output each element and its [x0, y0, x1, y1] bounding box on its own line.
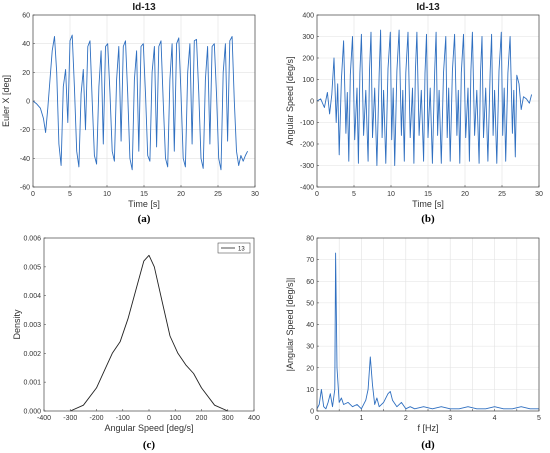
x-tick-label: 25	[498, 191, 506, 198]
y-axis-label: Euler X [deg]	[1, 75, 11, 127]
x-axis-label: Time [s]	[128, 199, 160, 209]
series-line-a-0	[32, 34, 249, 171]
y-tick-label: 400	[302, 13, 314, 20]
plot-area	[44, 238, 254, 411]
x-tick-label: 200	[196, 415, 208, 422]
x-tick-label: 25	[214, 191, 222, 198]
y-tick-label: 0	[310, 99, 314, 106]
x-tick-label: 1	[359, 415, 363, 422]
x-tick-label: 20	[461, 191, 469, 198]
x-axis-label: Time [s]	[412, 199, 444, 209]
axes-box	[43, 237, 255, 412]
series-line-d-0	[316, 252, 539, 410]
y-tick-label: 0.004	[23, 293, 41, 300]
x-tick-label: 300	[222, 415, 234, 422]
x-tick-label: 15	[140, 191, 148, 198]
x-tick-label: 30	[251, 191, 259, 198]
y-tick-label: 30	[306, 344, 314, 351]
x-tick-label: 10	[387, 191, 395, 198]
y-tick-label: 100	[302, 77, 314, 84]
x-tick-label: 5	[352, 191, 356, 198]
y-tick-label: 40	[22, 41, 30, 48]
x-tick-label: -400	[37, 415, 51, 422]
y-tick-label: 20	[22, 70, 30, 77]
x-tick-label: 0	[31, 191, 35, 198]
x-tick-label: 30	[535, 191, 543, 198]
x-axis-label: Angular Speed [deg/s]	[104, 423, 193, 433]
y-tick-label: 40	[306, 322, 314, 329]
x-tick-label: 5	[537, 415, 541, 422]
panel-label: (d)	[421, 439, 435, 451]
y-tick-label: 0.005	[23, 264, 41, 271]
y-axis-label: |Angular Speed [deg/s]|	[285, 278, 295, 372]
x-tick-label: 400	[248, 415, 260, 422]
x-tick-label: 3	[448, 415, 452, 422]
y-tick-label: 0	[310, 409, 314, 416]
panel-label: (a)	[138, 213, 151, 225]
panel-label: (c)	[143, 439, 156, 451]
y-axis-label: Density	[12, 309, 22, 340]
y-tick-label: 80	[306, 236, 314, 243]
series-line-b-0	[316, 29, 533, 166]
y-tick-label: -20	[20, 127, 30, 134]
x-axis-label: f [Hz]	[417, 423, 438, 433]
panel-label: (b)	[421, 213, 435, 225]
y-tick-label: 60	[306, 279, 314, 286]
x-tick-label: 0	[315, 191, 319, 198]
chart-b: 0 5 10 15 20 25 30 -400 -300 -200 -100 0 100 200 300 40…	[285, 2, 543, 225]
y-tick-label: -200	[300, 142, 314, 149]
y-tick-label: -60	[20, 185, 30, 192]
x-tick-label: 10	[103, 191, 111, 198]
y-tick-label: 50	[306, 300, 314, 307]
y-tick-label: 0.002	[23, 351, 41, 358]
series-line-c-0	[70, 254, 228, 412]
y-tick-label: 70	[306, 257, 314, 264]
y-tick-label: 0.006	[23, 236, 41, 243]
y-tick-label: 0.001	[23, 380, 41, 387]
y-tick-label: 20	[306, 365, 314, 372]
y-tick-label: -400	[300, 185, 314, 192]
chart-title: Id-13	[132, 2, 156, 13]
x-tick-label: 5	[68, 191, 72, 198]
x-tick-label: 20	[177, 191, 185, 198]
y-tick-label: 300	[302, 34, 314, 41]
x-tick-label: 0	[147, 415, 151, 422]
axes-box	[316, 14, 540, 188]
legend-entry: 13	[238, 247, 245, 253]
legend: 13	[217, 242, 251, 254]
x-tick-label: 100	[169, 415, 181, 422]
y-tick-label: -40	[20, 156, 30, 163]
y-tick-label: 0.000	[23, 409, 41, 416]
chart-a: 0 5 10 15 20 25 30 -60 -40 -20 0 20 40 60 Id-13 Time [s…	[1, 2, 259, 225]
y-tick-label: 200	[302, 56, 314, 63]
y-tick-label: 60	[22, 13, 30, 20]
axes-box	[316, 237, 540, 412]
axes-box	[32, 14, 256, 188]
y-tick-label: 0	[26, 99, 30, 106]
y-tick-label: 10	[306, 387, 314, 394]
chart-c: -400 -300 -200 -100 0 100 200 300 400 0.000 0.001 0…	[12, 236, 260, 452]
x-tick-label: 4	[493, 415, 497, 422]
y-tick-label: 0.003	[23, 322, 41, 329]
x-tick-label: 0	[315, 415, 319, 422]
x-tick-label: -300	[63, 415, 77, 422]
y-tick-label: -100	[300, 120, 314, 127]
x-tick-label: 2	[404, 415, 408, 422]
y-tick-label: -300	[300, 163, 314, 170]
x-tick-label: 15	[424, 191, 432, 198]
chart-title: Id-13	[416, 2, 440, 13]
y-axis-label: Angular Speed [deg/s]	[285, 56, 295, 145]
x-tick-label: -100	[116, 415, 130, 422]
x-tick-label: -200	[89, 415, 103, 422]
